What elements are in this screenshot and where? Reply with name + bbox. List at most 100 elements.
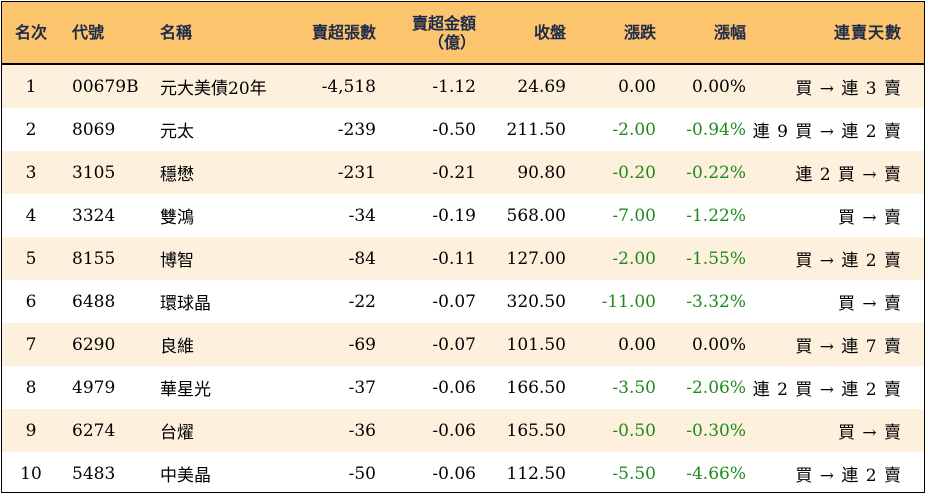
table-row: 2 8069 元太 -239 -0.50 211.50 -2.00 -0.94% 連 9 買 →…	[2, 108, 924, 151]
cell-streak: 買 → 連 2 賣	[795, 251, 902, 271]
cell-name: 台燿	[160, 423, 194, 443]
header-amount-line2: （億）	[427, 32, 476, 52]
cell-close: 101.50	[506, 334, 566, 355]
cell-code: 5483	[72, 463, 116, 484]
header-amount-line1: 賣超金額	[411, 13, 476, 33]
cell-code: 3324	[72, 205, 116, 226]
cell-close: 166.50	[506, 377, 566, 398]
cell-shares: -36	[348, 420, 376, 441]
cell-streak: 買 → 賣	[837, 423, 902, 443]
cell-rank: 6	[25, 291, 37, 312]
cell-name: 穩懋	[160, 165, 194, 185]
cell-change: -11.00	[601, 291, 656, 312]
header-pct: 漲幅	[713, 23, 746, 42]
cell-amount: -0.06	[432, 463, 476, 484]
table-body: 1 00679B 元大美債20年 -4,518 -1.12 24.69 0.00 0.00% 買…	[2, 65, 924, 495]
cell-name: 雙鴻	[160, 208, 194, 228]
table-row: 7 6290 良維 -69 -0.07 101.50 0.00 0.00% 買 → 連 7 賣	[2, 323, 924, 366]
cell-pct: -3.32%	[686, 291, 746, 312]
header-shares: 賣超張數	[311, 23, 376, 42]
cell-change: -7.00	[612, 205, 656, 226]
cell-shares: -37	[348, 377, 376, 398]
header-rank: 名次	[14, 23, 47, 42]
cell-close: 211.50	[506, 119, 566, 140]
cell-close: 24.69	[517, 76, 566, 97]
cell-close: 127.00	[506, 248, 566, 269]
cell-pct: -0.94%	[686, 119, 746, 140]
header-close: 收盤	[533, 23, 566, 42]
cell-change: -5.50	[612, 463, 656, 484]
cell-change: -0.50	[612, 420, 656, 441]
cell-amount: -0.50	[432, 119, 476, 140]
cell-name: 元大美債20年	[160, 79, 267, 99]
cell-name: 中美晶	[160, 466, 211, 486]
cell-amount: -0.11	[432, 248, 476, 269]
cell-name: 元太	[160, 122, 194, 142]
cell-shares: -4,518	[321, 76, 376, 97]
cell-shares: -239	[337, 119, 376, 140]
table-row: 1 00679B 元大美債20年 -4,518 -1.12 24.69 0.00 0.00% 買…	[2, 65, 924, 108]
cell-code: 4979	[72, 377, 116, 398]
cell-rank: 4	[25, 205, 37, 226]
cell-amount: -0.19	[432, 205, 476, 226]
cell-amount: -0.07	[432, 291, 476, 312]
cell-amount: -0.07	[432, 334, 476, 355]
cell-code: 6290	[72, 334, 116, 355]
cell-code: 3105	[72, 162, 116, 183]
cell-streak: 買 → 賣	[837, 208, 902, 228]
cell-streak: 連 2 買 → 連 2 賣	[752, 380, 902, 400]
cell-name: 華星光	[160, 380, 211, 400]
cell-name: 博智	[160, 251, 194, 271]
cell-pct: -2.06%	[686, 377, 746, 398]
cell-close: 568.00	[506, 205, 566, 226]
cell-shares: -50	[348, 463, 376, 484]
cell-pct: 0.00%	[691, 334, 746, 355]
cell-change: -3.50	[612, 377, 656, 398]
cell-shares: -22	[348, 291, 376, 312]
cell-amount: -0.06	[432, 420, 476, 441]
cell-amount: -1.12	[432, 76, 476, 97]
cell-rank: 8	[25, 377, 37, 398]
cell-shares: -34	[348, 205, 376, 226]
cell-close: 90.80	[517, 162, 566, 183]
cell-change: -2.00	[612, 119, 656, 140]
cell-amount: -0.21	[432, 162, 476, 183]
cell-streak: 買 → 賣	[837, 294, 902, 314]
cell-streak: 連 9 買 → 連 2 賣	[752, 122, 902, 142]
cell-rank: 5	[25, 248, 37, 269]
cell-name: 環球晶	[160, 294, 211, 314]
header-streak: 連賣天數	[833, 23, 902, 42]
cell-code: 6488	[72, 291, 116, 312]
table-row: 5 8155 博智 -84 -0.11 127.00 -2.00 -1.55% 買 → 連 2 …	[2, 237, 924, 280]
table-header-row: 名次 代號 名稱 賣超張數 賣超金額 （億） 收盤 漲跌 漲幅 連賣天數	[2, 2, 924, 65]
cell-rank: 2	[25, 119, 37, 140]
table-row: 3 3105 穩懋 -231 -0.21 90.80 -0.20 -0.22% 連 2 買 → …	[2, 151, 924, 194]
cell-pct: 0.00%	[691, 76, 746, 97]
cell-streak: 買 → 連 3 賣	[795, 79, 902, 99]
cell-rank: 7	[25, 334, 37, 355]
cell-code: 8155	[72, 248, 116, 269]
table-row: 10 5483 中美晶 -50 -0.06 112.50 -5.50 -4.66% 買 → 連 …	[2, 452, 924, 495]
cell-rank: 1	[25, 76, 37, 97]
cell-shares: -231	[337, 162, 376, 183]
cell-shares: -84	[348, 248, 376, 269]
cell-rank: 9	[25, 420, 37, 441]
cell-code: 6274	[72, 420, 116, 441]
cell-pct: -4.66%	[686, 463, 746, 484]
header-name: 名稱	[160, 23, 193, 42]
cell-change: -2.00	[612, 248, 656, 269]
cell-change: 0.00	[618, 334, 656, 355]
cell-code: 00679B	[72, 76, 139, 97]
cell-pct: -0.30%	[686, 420, 746, 441]
cell-close: 320.50	[506, 291, 566, 312]
cell-streak: 買 → 連 2 賣	[795, 466, 902, 486]
cell-change: 0.00	[618, 76, 656, 97]
cell-streak: 連 2 買 → 賣	[795, 165, 902, 185]
header-change: 漲跌	[623, 23, 656, 42]
table-row: 8 4979 華星光 -37 -0.06 166.50 -3.50 -2.06% 連 2 買 →…	[2, 366, 924, 409]
cell-pct: -1.55%	[686, 248, 746, 269]
cell-rank: 10	[20, 463, 42, 484]
header-code: 代號	[72, 23, 105, 42]
cell-close: 112.50	[506, 463, 566, 484]
